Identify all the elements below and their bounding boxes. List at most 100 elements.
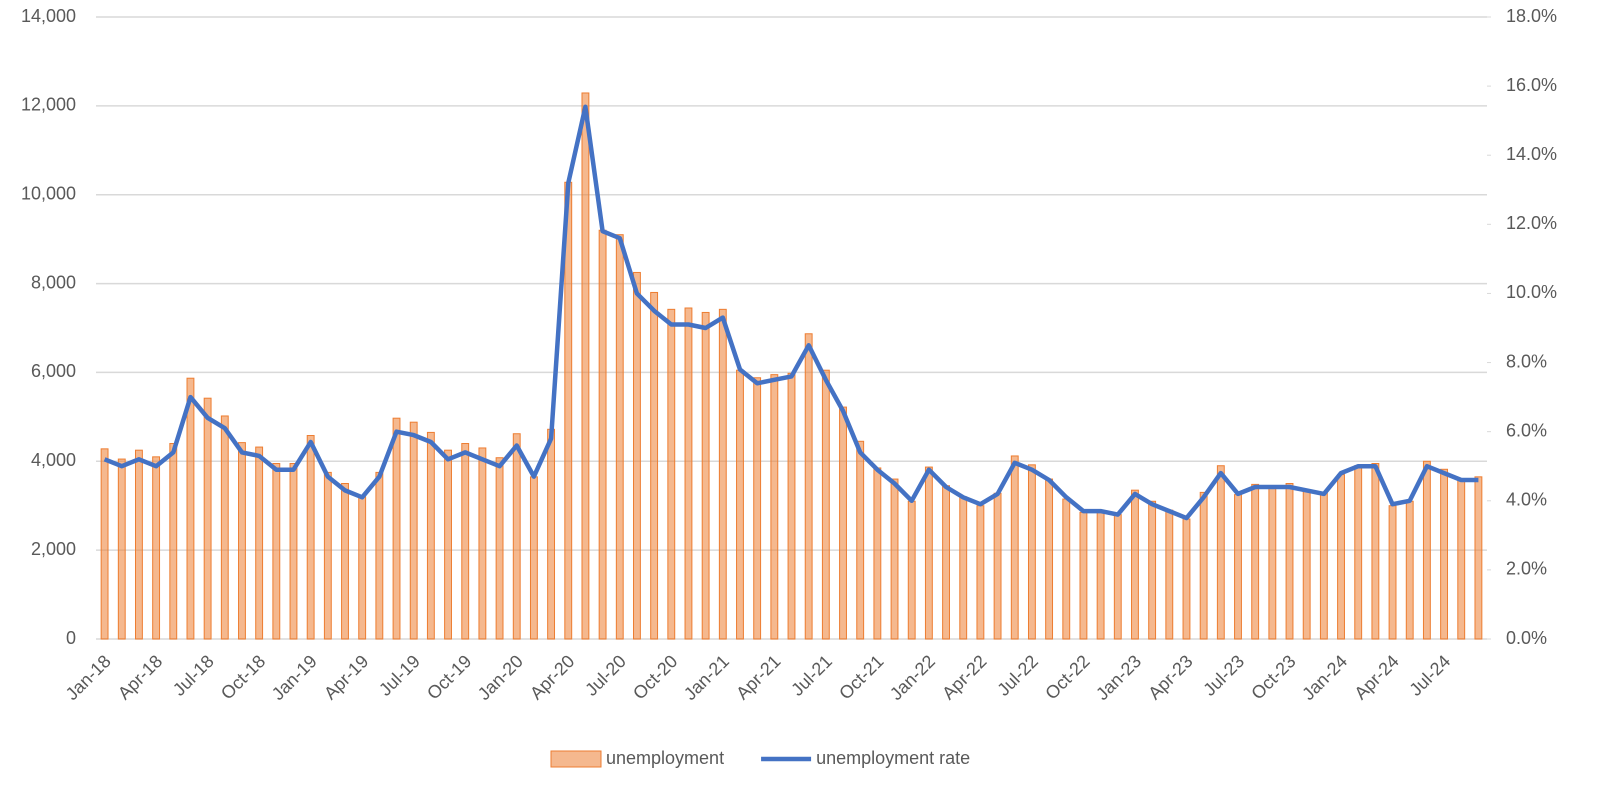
bar bbox=[1096, 509, 1105, 640]
bar bbox=[1422, 460, 1431, 640]
bar bbox=[1216, 465, 1225, 640]
x-tick-label: Jan-19 bbox=[268, 651, 321, 704]
bar bbox=[942, 485, 950, 640]
bar bbox=[1045, 478, 1054, 640]
bar bbox=[1337, 474, 1345, 640]
bar bbox=[1285, 483, 1294, 640]
bar bbox=[495, 457, 504, 640]
x-tick-label: Oct-18 bbox=[217, 651, 269, 703]
bar bbox=[684, 307, 693, 640]
bar bbox=[615, 234, 624, 640]
bar bbox=[787, 372, 796, 640]
y2-tick-label: 2.0% bbox=[1506, 559, 1547, 579]
x-tick-label: Apr-21 bbox=[732, 651, 784, 703]
bar bbox=[1354, 465, 1363, 640]
bar bbox=[907, 500, 916, 640]
bar bbox=[1405, 500, 1414, 640]
x-tick-label: Jan-21 bbox=[680, 651, 733, 704]
bar bbox=[409, 421, 418, 640]
bar bbox=[598, 229, 607, 640]
bar bbox=[426, 431, 435, 640]
bar bbox=[890, 478, 899, 640]
bar bbox=[1131, 489, 1139, 640]
bar bbox=[667, 308, 676, 640]
x-tick-label: Apr-18 bbox=[114, 651, 166, 703]
legend-label: unemployment bbox=[606, 748, 724, 768]
y-tick-label: 2,000 bbox=[31, 539, 76, 559]
y-tick-label: 14,000 bbox=[21, 6, 76, 26]
bar bbox=[375, 471, 384, 640]
bar bbox=[1062, 498, 1071, 640]
bar bbox=[1010, 455, 1019, 640]
bar bbox=[1079, 511, 1088, 640]
bar bbox=[1319, 491, 1328, 640]
bar bbox=[358, 496, 367, 640]
y2-tick-label: 6.0% bbox=[1506, 420, 1547, 440]
bar bbox=[1113, 514, 1122, 640]
y2-tick-label: 8.0% bbox=[1506, 351, 1547, 371]
bar bbox=[1165, 509, 1174, 640]
x-tick-label: Oct-20 bbox=[629, 651, 681, 703]
x-tick-label: Apr-24 bbox=[1350, 651, 1402, 703]
bar bbox=[547, 428, 556, 640]
bar bbox=[169, 443, 178, 640]
legend-swatch bbox=[550, 750, 602, 768]
bar bbox=[1182, 518, 1191, 640]
x-tick-label: Jul-21 bbox=[787, 651, 836, 700]
x-tick-label: Jul-18 bbox=[169, 651, 218, 700]
x-tick-label: Jan-24 bbox=[1298, 651, 1351, 704]
bar bbox=[238, 442, 246, 640]
x-tick-label: Oct-22 bbox=[1041, 651, 1093, 703]
bar bbox=[392, 417, 401, 640]
y-tick-label: 0 bbox=[66, 628, 76, 648]
y-tick-label: 10,000 bbox=[21, 183, 76, 203]
y-tick-label: 6,000 bbox=[31, 361, 76, 381]
bar bbox=[152, 456, 161, 640]
bar bbox=[272, 463, 281, 640]
x-tick-label: Jul-24 bbox=[1405, 651, 1454, 700]
y2-tick-label: 0.0% bbox=[1506, 628, 1547, 648]
y2-tick-label: 12.0% bbox=[1506, 213, 1557, 233]
x-tick-label: Apr-19 bbox=[320, 651, 372, 703]
x-tick-label: Jul-19 bbox=[375, 651, 424, 700]
bar bbox=[306, 435, 315, 640]
y2-tick-label: 10.0% bbox=[1506, 282, 1557, 302]
bar bbox=[1388, 505, 1397, 640]
bar bbox=[444, 449, 452, 640]
bar bbox=[856, 440, 865, 640]
bar bbox=[770, 374, 779, 640]
bar bbox=[1199, 491, 1208, 640]
x-tick-label: Apr-22 bbox=[938, 651, 990, 703]
bar bbox=[512, 433, 521, 640]
bar bbox=[718, 308, 727, 640]
bar bbox=[1268, 485, 1277, 640]
x-tick-label: Apr-20 bbox=[526, 651, 578, 703]
bar bbox=[821, 369, 830, 640]
y-tick-label: 8,000 bbox=[31, 272, 76, 292]
bar bbox=[1371, 463, 1380, 640]
bar bbox=[1440, 468, 1449, 640]
bar bbox=[255, 446, 264, 640]
bar bbox=[736, 369, 744, 640]
y2-tick-label: 4.0% bbox=[1506, 490, 1547, 510]
line bbox=[103, 104, 1479, 521]
x-tick-label: Jan-23 bbox=[1092, 651, 1145, 704]
y-tick-label: 4,000 bbox=[31, 450, 76, 470]
bar bbox=[100, 448, 109, 640]
legend-label: unemployment rate bbox=[816, 748, 970, 768]
bar bbox=[1251, 483, 1260, 640]
bar bbox=[701, 311, 710, 640]
y-tick-label: 12,000 bbox=[21, 95, 76, 115]
x-tick-label: Jul-22 bbox=[993, 651, 1042, 700]
bar bbox=[1474, 476, 1483, 640]
y2-tick-label: 18.0% bbox=[1506, 6, 1557, 26]
x-tick-label: Jul-23 bbox=[1199, 651, 1248, 700]
bar bbox=[993, 492, 1002, 640]
bar bbox=[959, 496, 968, 640]
bar bbox=[924, 466, 933, 640]
bar bbox=[220, 415, 229, 640]
bar bbox=[1148, 500, 1157, 640]
x-tick-label: Jul-20 bbox=[581, 651, 630, 700]
bar bbox=[1234, 494, 1242, 640]
